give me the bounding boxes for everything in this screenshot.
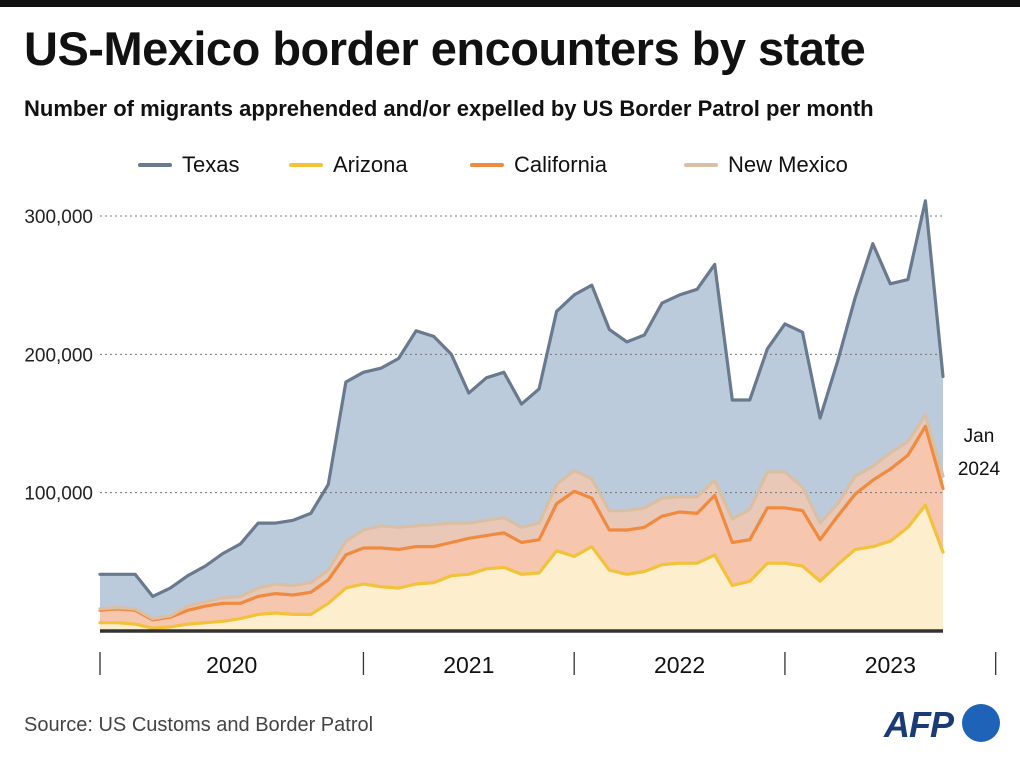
x-tick-label: 2022 <box>654 652 705 678</box>
y-tick-label: 100,000 <box>24 484 93 505</box>
line-arizona <box>98 503 945 630</box>
area-california <box>100 426 943 629</box>
legend-swatch-arizona <box>289 163 323 167</box>
legend-item-california: California <box>470 148 607 182</box>
line-new-mexico <box>98 413 945 621</box>
stacked-area-chart: 100,000 200,000 300,000 2020 2021 2022 2023 Jan… <box>24 199 1001 678</box>
y-tick-label: 300,000 <box>24 207 93 228</box>
legend-item-texas: Texas <box>138 148 239 182</box>
x-tick-label: 2021 <box>443 652 494 678</box>
source-note: Source: US Customs and Border Patrol <box>24 714 374 736</box>
x-tick-label: 2020 <box>206 652 257 678</box>
y-tick-label: 200,000 <box>24 345 93 366</box>
legend: Texas Arizona California New Mexico <box>0 148 1020 182</box>
legend-label-texas: Texas <box>182 152 240 177</box>
afp-logo-dot <box>962 704 1000 742</box>
end-annotation-line: Jan <box>964 426 995 447</box>
line-texas <box>98 199 945 598</box>
legend-label-arizona: Arizona <box>333 152 408 177</box>
chart-subtitle: Number of migrants apprehended and/or ex… <box>24 96 874 121</box>
legend-label-california: California <box>514 152 607 177</box>
legend-swatch-texas <box>138 163 172 167</box>
legend-item-new-mexico: New Mexico <box>684 148 848 182</box>
top-bar <box>0 0 1020 7</box>
x-tick-label: 2023 <box>865 652 916 678</box>
legend-swatch-california <box>470 163 504 167</box>
chart-title: US-Mexico border encounters by state <box>24 22 866 75</box>
line-california <box>98 424 945 622</box>
afp-logo: AFP <box>884 702 1004 746</box>
legend-item-arizona: Arizona <box>289 148 408 182</box>
afp-logo-text: AFP <box>884 704 954 745</box>
legend-label-new-mexico: New Mexico <box>728 152 848 177</box>
area-arizona <box>100 505 943 631</box>
end-annotation-line: 2024 <box>958 459 1001 480</box>
legend-swatch-new-mexico <box>684 163 718 167</box>
